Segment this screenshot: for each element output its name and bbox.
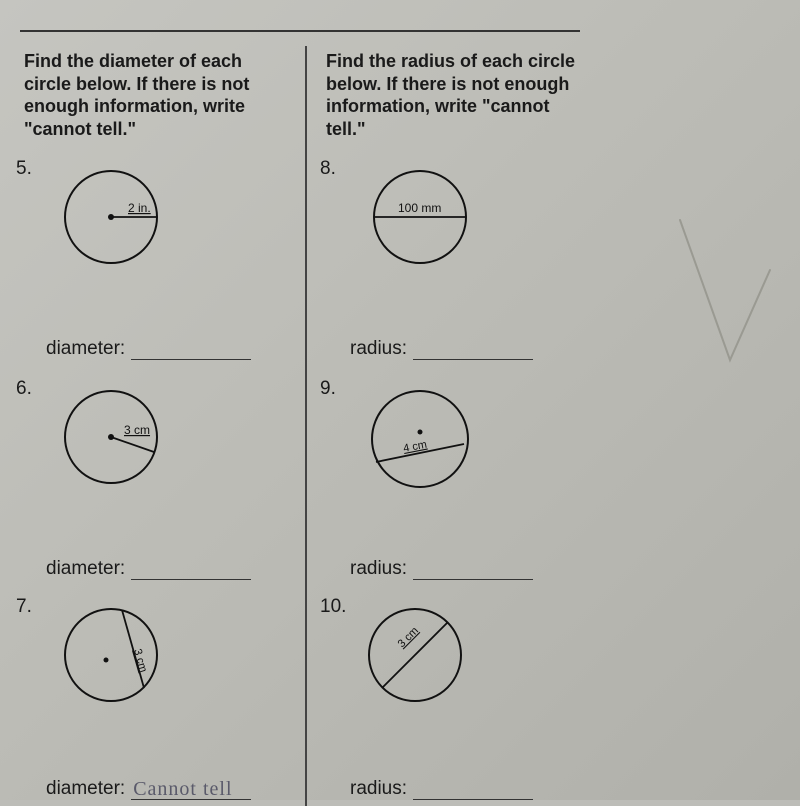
answer-blank[interactable]	[131, 339, 251, 360]
answer-label: diameter:	[46, 778, 125, 800]
worksheet-page: Find the diameter of each circle below. …	[0, 0, 800, 800]
header-rule	[20, 30, 580, 32]
vertical-divider	[305, 46, 307, 806]
circle-8: 100 mm	[360, 162, 480, 272]
problem-number: 9.	[320, 378, 336, 400]
problem-number: 5.	[16, 158, 32, 180]
problem-number: 7.	[16, 596, 32, 618]
answer-label: diameter:	[46, 338, 125, 360]
answer-row-10: radius:	[350, 778, 533, 800]
instructions-right: Find the radius of each circle below. If…	[326, 50, 591, 140]
circle-label: 3 cm	[124, 423, 150, 437]
answer-row-9: radius:	[350, 558, 533, 580]
answer-blank[interactable]	[413, 559, 533, 580]
answer-label: radius:	[350, 778, 407, 800]
answer-row-5: diameter:	[46, 338, 251, 360]
problem-number: 8.	[320, 158, 336, 180]
stray-mark-icon	[660, 210, 780, 390]
circle-5: 2 in.	[56, 162, 166, 272]
answer-row-7: diameter: Cannot tell	[46, 778, 251, 800]
circle-6: 3 cm	[56, 382, 166, 492]
circle-7: 3 cm	[56, 600, 166, 710]
answer-label: radius:	[350, 558, 407, 580]
answer-blank[interactable]	[413, 779, 533, 800]
problem-number: 6.	[16, 378, 32, 400]
instructions-left: Find the diameter of each circle below. …	[24, 50, 289, 140]
circle-label: 3 cm	[131, 648, 149, 674]
answer-label: radius:	[350, 338, 407, 360]
circle-9: 4 cm	[360, 382, 480, 497]
answer-label: diameter:	[46, 558, 125, 580]
answer-row-8: radius:	[350, 338, 533, 360]
circle-label: 100 mm	[398, 201, 441, 215]
circle-10: 3 cm	[360, 600, 470, 710]
answer-blank[interactable]	[131, 559, 251, 580]
answer-blank[interactable]: Cannot tell	[131, 779, 251, 800]
answer-row-6: diameter:	[46, 558, 251, 580]
circle-label: 3 cm	[396, 625, 421, 650]
circle-label: 2 in.	[128, 201, 151, 215]
problem-number: 10.	[320, 596, 346, 618]
answer-blank[interactable]	[413, 339, 533, 360]
handwritten-answer: Cannot tell	[133, 778, 232, 801]
